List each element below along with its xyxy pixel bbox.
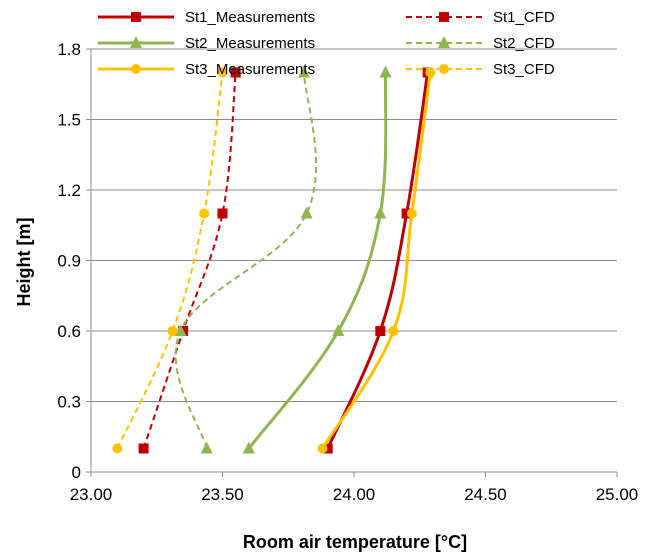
data-point — [406, 208, 417, 219]
data-point — [317, 443, 328, 454]
data-point — [217, 67, 228, 78]
series-line — [326, 72, 430, 450]
data-point — [138, 443, 149, 454]
series-line — [321, 72, 432, 450]
data-point — [300, 206, 313, 219]
series-line — [247, 72, 388, 450]
data-point — [242, 441, 255, 454]
legend-label: St2_CFD — [493, 35, 555, 52]
data-point — [388, 326, 399, 336]
data-point — [322, 443, 333, 454]
legend-item: St3_Measurements — [98, 61, 315, 78]
data-point — [374, 206, 387, 219]
legend-label: St1_CFD — [493, 9, 555, 26]
legend-swatch-marker — [130, 36, 142, 48]
data-point — [298, 65, 311, 78]
legend-item: St1_CFD — [406, 9, 555, 26]
series-st3-measurements — [317, 67, 436, 454]
legend: St1_Measurements St1_CFD St2_Measurements S… — [98, 9, 555, 78]
legend-swatch-marker — [439, 12, 449, 22]
legend-label: St1_Measurements — [185, 9, 315, 26]
data-point — [401, 208, 412, 219]
y-tick-label: 1.2 — [57, 181, 81, 200]
x-axis-title: Room air temperature [°C] — [243, 532, 467, 552]
axes: 0 0.3 0.6 0.9 1.2 1.5 1.8 23.00 23.50 24.00 24.50 2… — [57, 40, 638, 504]
y-tick-label: 0 — [72, 463, 81, 482]
series-line — [142, 72, 237, 449]
legend-swatch-marker — [131, 64, 141, 74]
legend-item: St2_CFD — [406, 35, 555, 52]
data-point — [167, 326, 178, 336]
x-tick-label: 25.00 — [596, 485, 639, 504]
data-point — [112, 443, 123, 454]
data-point — [332, 324, 345, 336]
series-st2-cfd — [174, 65, 318, 454]
legend-swatch-marker — [439, 64, 449, 74]
x-tick-label: 24.00 — [333, 485, 376, 504]
legend-item: St2_Measurements — [98, 35, 315, 52]
y-axis-title: Height [m] — [14, 218, 34, 307]
series-st3-cfd — [112, 67, 228, 454]
series-group — [112, 65, 436, 454]
series-st2-measurements — [242, 65, 392, 454]
y-tick-label: 1.5 — [57, 111, 81, 130]
legend-label: St2_Measurements — [185, 35, 315, 52]
legend-label: St3_Measurements — [185, 61, 315, 78]
x-tick-label: 23.00 — [70, 485, 113, 504]
series-line — [174, 72, 318, 449]
data-point — [174, 324, 187, 336]
data-point — [230, 67, 241, 78]
y-tick-label: 0.6 — [57, 322, 81, 341]
legend-swatch-marker — [438, 36, 450, 48]
legend-item: St1_Measurements — [98, 9, 315, 26]
data-point — [200, 441, 213, 454]
y-tick-label: 1.8 — [57, 40, 81, 59]
x-tick-label: 23.50 — [201, 485, 244, 504]
series-line — [116, 72, 224, 449]
x-tick-label: 24.50 — [464, 485, 507, 504]
legend-swatch-marker — [131, 12, 141, 22]
legend-item: St3_CFD — [406, 61, 555, 78]
gridlines — [91, 48, 617, 402]
data-point — [379, 65, 392, 78]
data-point — [199, 208, 210, 219]
data-point — [217, 208, 228, 219]
legend-label: St3_CFD — [493, 61, 555, 78]
y-tick-label: 0.9 — [57, 252, 81, 271]
y-tick-label: 0.3 — [57, 393, 81, 412]
data-point — [375, 326, 386, 336]
